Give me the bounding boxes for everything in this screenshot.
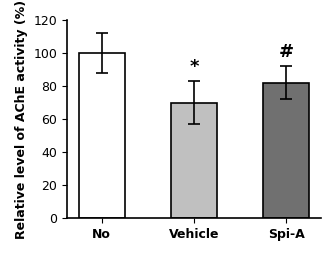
- Text: *: *: [189, 58, 199, 76]
- Bar: [171, 103, 217, 218]
- Bar: [79, 53, 125, 218]
- Bar: [263, 83, 309, 218]
- Text: #: #: [279, 43, 294, 61]
- Y-axis label: Relative level of AChE activity (%): Relative level of AChE activity (%): [15, 0, 28, 239]
